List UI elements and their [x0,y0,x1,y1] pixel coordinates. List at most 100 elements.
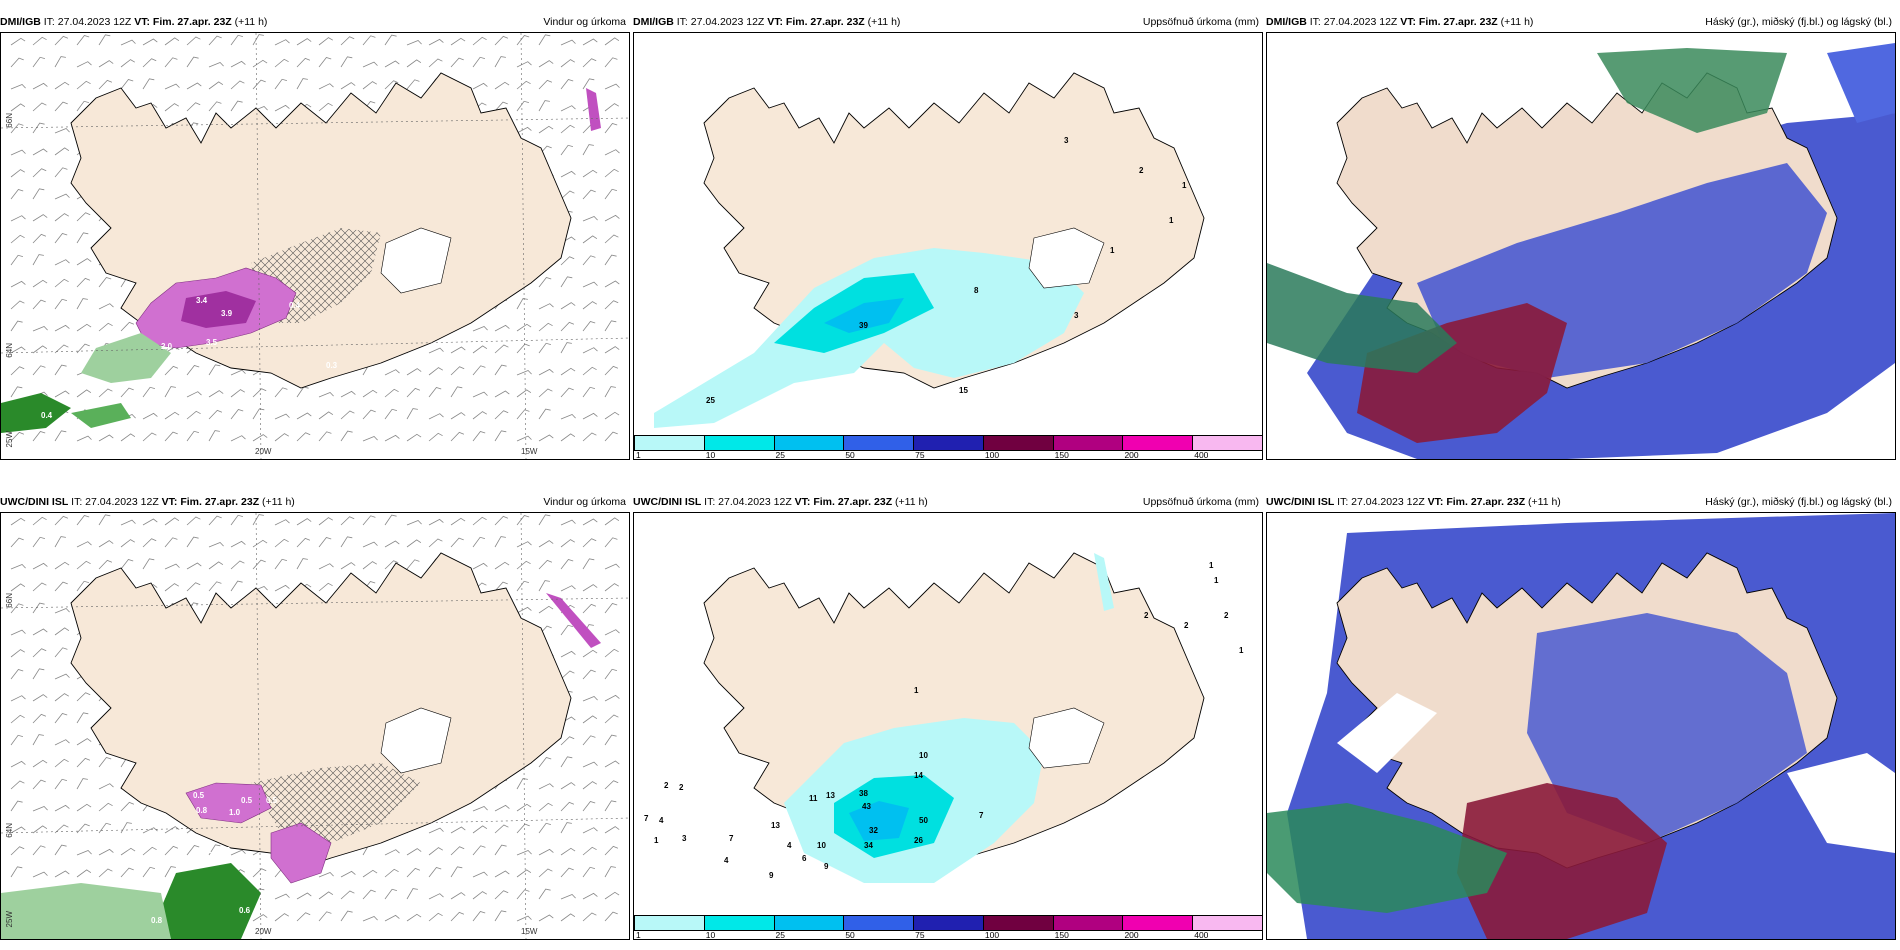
wind-barb [10,366,25,376]
wind-barb [560,539,576,548]
wind-barb [54,324,70,332]
wind-barb [428,827,444,834]
wind-barb [406,408,418,420]
model-name: DMI/IGB [633,16,674,28]
wind-barb [98,388,113,398]
precip-value: 1 [914,686,919,695]
wind-barb [384,388,399,398]
wind-barb [560,624,574,636]
wind-barb [582,538,597,548]
wind-barb [604,629,620,636]
precip-value: 13 [771,821,780,830]
precip-value: 7 [729,834,734,843]
wind-barb [54,824,69,834]
wind-barb [560,894,576,900]
wind-barb [340,910,353,922]
wind-barb [560,170,576,178]
wind-barb [32,148,48,156]
precip-value: 10 [817,841,826,850]
valid-time-label: VT: [1427,496,1444,508]
wind-barb [582,801,596,812]
panel-header: UWC/DINI ISL IT: 27.04.2023 12Z VT: Fim.… [0,492,630,512]
wind-barb [428,413,444,420]
wind-barb [384,849,400,856]
wind-barb [164,563,180,570]
wind-barb [164,103,180,112]
wind-barb [604,149,620,156]
precip-value: 13 [826,791,835,800]
wind-barb [516,389,532,398]
wind-barb [318,37,334,46]
wind-barb [98,79,113,90]
wind-barb [582,715,598,724]
wind-barb [582,584,598,592]
wind-barb [54,627,70,636]
wind-barb [582,216,598,222]
wind-barb [10,734,24,746]
map-clouds[interactable] [1266,512,1896,940]
precip-value: 34 [864,841,873,850]
wind-barb [318,582,333,592]
colorbar-label: 150 [1054,450,1069,460]
wind-barb [252,59,268,68]
wind-barb [32,759,48,768]
wind-barb [472,825,488,834]
glacier [1028,227,1105,289]
wind-barb [208,515,222,526]
wind-barb [32,602,45,614]
lon-label: 20W [255,927,272,936]
wind-barb [274,78,288,90]
wind-barb [54,758,69,768]
wind-barb [516,515,530,526]
wind-barb [186,562,202,570]
wind-barb [54,581,68,592]
product-title: Vindur og úrkoma [543,16,626,28]
map-wind[interactable]: 3.4 3.9 2.0 3.5 0.4 0.3 0.4 66N 64N 25W … [0,32,630,460]
wind-barb [428,847,444,856]
wind-barb [604,826,620,834]
wind-barb [186,516,201,526]
wind-barb [516,869,532,878]
wind-barb [142,386,156,398]
wind-barb [10,169,26,178]
wind-barb [472,516,487,526]
panel-bottom-middle: UWC/DINI ISL IT: 27.04.2023 12Z VT: Fim.… [633,492,1263,940]
wind-barb [604,346,620,354]
wind-barb [274,433,290,442]
valid-time-label: VT: [794,496,811,508]
wind-barb [54,430,67,442]
wind-barb [604,234,619,244]
wind-barb [384,560,399,570]
wind-barb [362,869,378,878]
wind-barb [604,365,619,376]
lon-label: 25W [5,431,14,448]
map-clouds[interactable] [1266,32,1896,460]
wind-barb [604,254,617,266]
precip-value: 4 [659,816,664,825]
map-wind[interactable]: 0.5 0.5 0.5 0.8 1.0 2.1 1.5 0.6 0.8 66N … [0,512,630,940]
wind-barb [582,255,596,266]
wind-barb [10,669,24,680]
wind-barb [494,870,510,878]
wind-barb [604,214,620,222]
wind-barb [604,123,618,134]
lon-line [255,33,262,459]
wind-barb [516,435,532,442]
wind-barb [340,562,356,570]
wind-barb [10,57,24,68]
wind-barb [450,366,465,376]
product-title: Háský (gr.), miðský (fj.bl.) og lágský (… [1705,496,1892,508]
wind-barb [142,432,157,442]
wind-barb [384,914,400,922]
panel-top-right: DMI/IGB IT: 27.04.2023 12Z VT: Fim. 27.a… [1266,12,1896,460]
colorbar: 1 10 25 50 75 100 150 200 400 [634,433,1262,459]
wind-barb [494,536,506,548]
wind-barb [186,36,201,46]
wind-barb [142,866,156,878]
wind-barb [32,845,46,856]
wind-barb [120,79,134,90]
colorbar-label: 200 [1124,450,1139,460]
map-precip[interactable]: 3 2 1 1 1 8 39 3 25 15 1 10 25 50 75 100 150 20… [633,32,1263,460]
precip-value: 0.8 [196,806,208,815]
map-precip[interactable]: 1 1 2 2 2 1 1 10 14 38 43 11 13 50 26 32… [633,512,1263,940]
